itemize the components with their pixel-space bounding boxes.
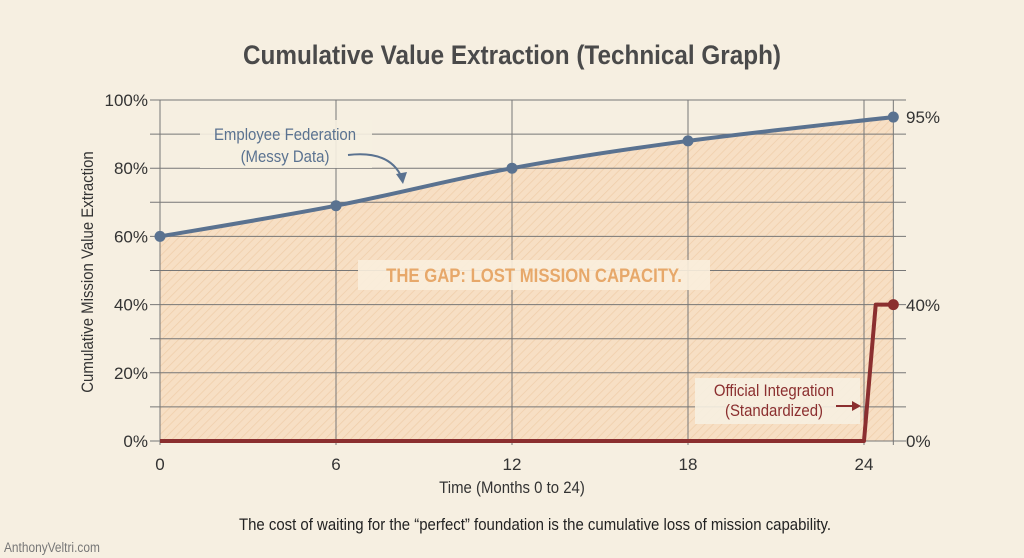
official-label-line1: Official Integration — [714, 382, 834, 400]
official-label-line2: (Standardized) — [725, 402, 823, 420]
y-tick-label: 20% — [114, 364, 148, 383]
federation-point — [330, 200, 342, 212]
federation-point — [682, 135, 694, 147]
federation-point — [887, 111, 899, 123]
federation-point — [506, 162, 518, 174]
federation-point — [154, 230, 166, 242]
end-label-0: 0% — [906, 432, 931, 451]
official-point — [887, 299, 899, 311]
end-label-40: 40% — [906, 296, 940, 315]
y-tick-label: 0% — [123, 432, 148, 451]
x-axis-label: Time (Months 0 to 24) — [439, 479, 585, 497]
caption: The cost of waiting for the “perfect” fo… — [239, 516, 831, 534]
watermark: AnthonyVeltri.com — [4, 539, 100, 555]
y-tick-label: 40% — [114, 296, 148, 315]
federation-label-line2: (Messy Data) — [241, 148, 330, 166]
y-tick-label: 80% — [114, 159, 148, 178]
y-tick-label: 100% — [105, 91, 148, 110]
x-tick-label: 6 — [331, 455, 340, 474]
federation-arrow-icon — [347, 153, 403, 179]
x-tick-label: 18 — [679, 455, 698, 474]
gap-label: THE GAP: LOST MISSION CAPACITY. — [386, 265, 682, 286]
y-axis-label: Cumulative Mission Value Extraction — [79, 151, 97, 392]
federation-label-line1: Employee Federation — [214, 126, 356, 144]
end-label-95: 95% — [906, 108, 940, 127]
x-tick-label: 12 — [503, 455, 522, 474]
official-integration-line — [160, 302, 894, 443]
x-tick-label: 24 — [855, 455, 874, 474]
y-tick-label: 60% — [114, 227, 148, 246]
chart-title: Cumulative Value Extraction (Technical G… — [243, 41, 781, 70]
x-tick-label: 0 — [155, 455, 164, 474]
